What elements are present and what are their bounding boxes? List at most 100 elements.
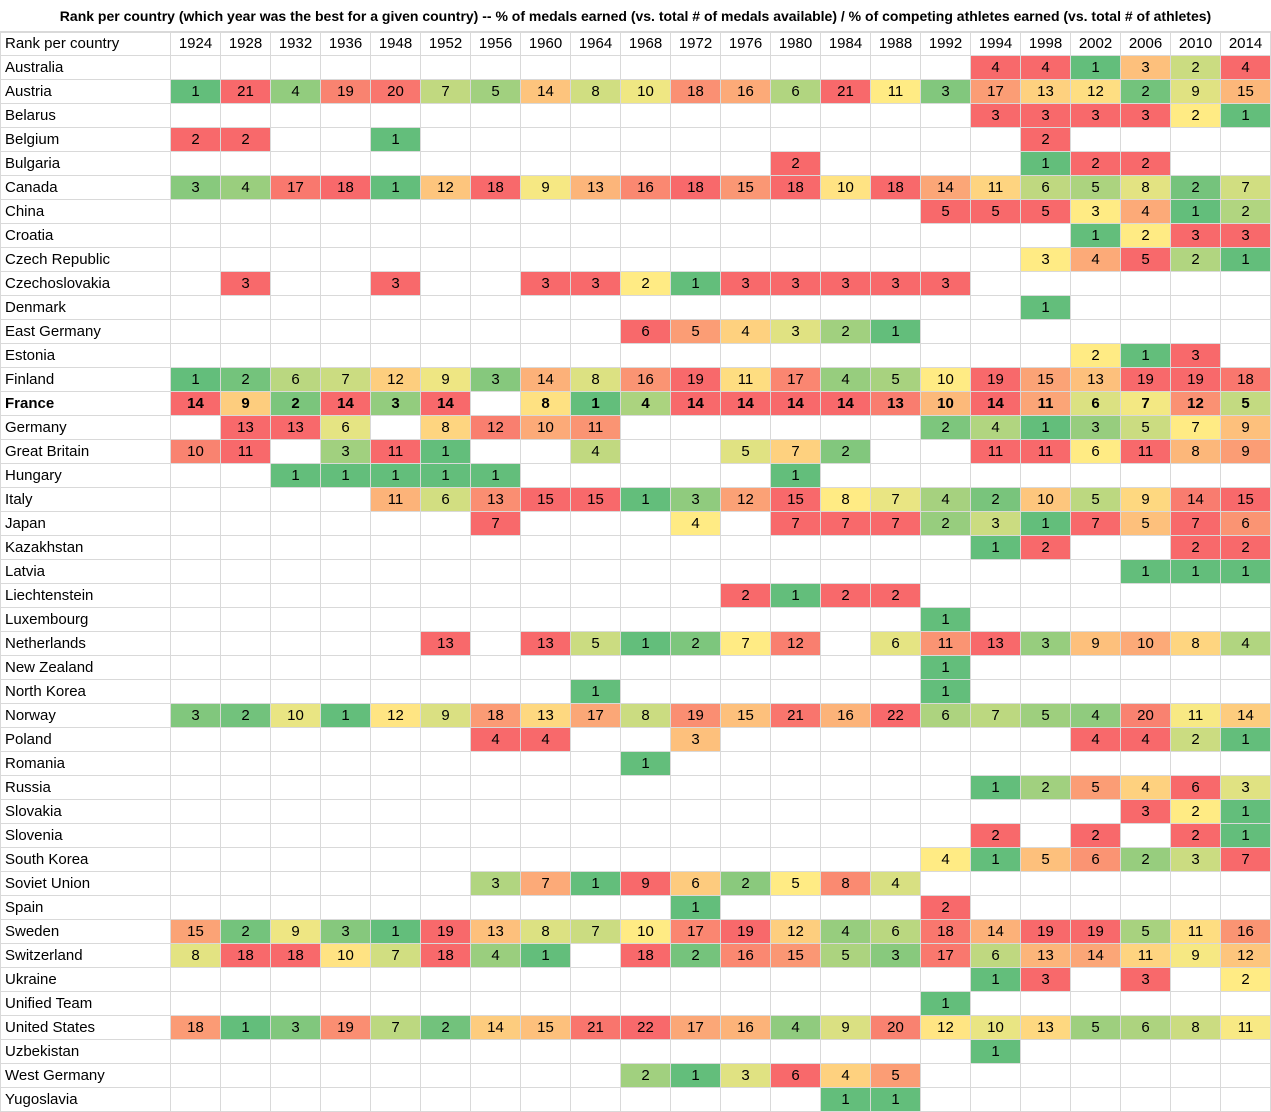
heatmap-cell bbox=[320, 847, 371, 872]
heatmap-cell bbox=[170, 103, 221, 128]
heatmap-cell: 11 bbox=[1120, 943, 1171, 968]
heatmap-cell bbox=[270, 271, 321, 296]
heatmap-cell: 15 bbox=[720, 175, 771, 200]
heatmap-cell bbox=[620, 55, 671, 80]
heatmap-cell: 1 bbox=[1220, 727, 1271, 752]
heatmap-cell: 6 bbox=[420, 487, 471, 512]
heatmap-cell bbox=[220, 103, 271, 128]
heatmap-cell bbox=[570, 751, 621, 776]
heatmap-cell bbox=[470, 679, 521, 704]
heatmap-cell: 14 bbox=[420, 391, 471, 416]
heatmap-cell bbox=[1170, 655, 1221, 680]
heatmap-cell bbox=[920, 775, 971, 800]
heatmap-cell: 9 bbox=[1170, 79, 1221, 104]
heatmap-cell bbox=[420, 343, 471, 368]
heatmap-cell bbox=[620, 151, 671, 176]
heatmap-cell: 18 bbox=[870, 175, 921, 200]
heatmap-cell bbox=[220, 631, 271, 656]
heatmap-cell: 19 bbox=[320, 79, 371, 104]
heatmap-cell bbox=[470, 559, 521, 584]
heatmap-cell bbox=[420, 727, 471, 752]
heatmap-cell: 6 bbox=[1120, 1015, 1171, 1040]
heatmap-cell bbox=[1170, 967, 1221, 992]
heatmap-cell bbox=[1120, 679, 1171, 704]
heatmap-cell bbox=[170, 559, 221, 584]
heatmap-cell: 8 bbox=[1170, 1015, 1221, 1040]
heatmap-cell bbox=[720, 151, 771, 176]
heatmap-cell bbox=[1120, 295, 1171, 320]
heatmap-cell: 2 bbox=[220, 127, 271, 152]
heatmap-cell: 19 bbox=[320, 1015, 371, 1040]
heatmap-cell bbox=[1120, 1063, 1171, 1088]
heatmap-cell: 5 bbox=[720, 439, 771, 464]
heatmap-cell bbox=[870, 103, 921, 128]
heatmap-cell bbox=[370, 295, 421, 320]
heatmap-cell: 6 bbox=[670, 871, 721, 896]
heatmap-cell bbox=[970, 343, 1021, 368]
heatmap-cell bbox=[470, 751, 521, 776]
heatmap-cell: 10 bbox=[520, 415, 571, 440]
heatmap-cell bbox=[1220, 295, 1271, 320]
heatmap-cell bbox=[170, 799, 221, 824]
heatmap-cell: 6 bbox=[620, 319, 671, 344]
heatmap-cell: 13 bbox=[520, 631, 571, 656]
heatmap-cell bbox=[170, 847, 221, 872]
heatmap-cell bbox=[470, 535, 521, 560]
heatmap-cell bbox=[920, 223, 971, 248]
heatmap-cell bbox=[570, 127, 621, 152]
heatmap-cell: 3 bbox=[370, 391, 421, 416]
heatmap-cell: 17 bbox=[270, 175, 321, 200]
heatmap-cell: 1 bbox=[920, 607, 971, 632]
heatmap-cell: 6 bbox=[870, 631, 921, 656]
heatmap-cell: 19 bbox=[1020, 919, 1071, 944]
heatmap-cell: 3 bbox=[1070, 415, 1121, 440]
heatmap-cell: 17 bbox=[570, 703, 621, 728]
heatmap-cell: 1 bbox=[1220, 799, 1271, 824]
table-row: Norway 3 2 10 1 12 9 18 13 17 8 19 15 21 16 22 6 7 5 4 20 11 1… bbox=[0, 703, 1271, 728]
heatmap-cell bbox=[1170, 127, 1221, 152]
heatmap-cell bbox=[1220, 1039, 1271, 1064]
heatmap-cell bbox=[820, 559, 871, 584]
heatmap-cell: 3 bbox=[770, 271, 821, 296]
heatmap-cell bbox=[420, 751, 471, 776]
heatmap-cell: 1 bbox=[970, 535, 1021, 560]
heatmap-cell: 1 bbox=[1070, 55, 1121, 80]
heatmap-cell bbox=[220, 295, 271, 320]
heatmap-cell bbox=[1070, 583, 1121, 608]
heatmap-cell bbox=[770, 679, 821, 704]
heatmap-cell bbox=[370, 967, 421, 992]
year-header: 2006 bbox=[1120, 31, 1171, 56]
heatmap-cell: 15 bbox=[520, 1015, 571, 1040]
table-row: United States 18 1 3 19 7 2 14 15 21 22 17 16 4 9 20 12 1… bbox=[0, 1015, 1271, 1040]
heatmap-cell bbox=[870, 151, 921, 176]
heatmap-cell: 5 bbox=[670, 319, 721, 344]
heatmap-cell: 1 bbox=[170, 367, 221, 392]
heatmap-cell: 3 bbox=[520, 271, 571, 296]
heatmap-cell bbox=[570, 847, 621, 872]
heatmap-cell: 8 bbox=[620, 703, 671, 728]
heatmap-cell: 17 bbox=[670, 919, 721, 944]
heatmap-cell bbox=[770, 655, 821, 680]
heatmap-cell bbox=[370, 247, 421, 272]
heatmap-cell bbox=[470, 127, 521, 152]
heatmap-cell: 14 bbox=[320, 391, 371, 416]
heatmap-cell bbox=[520, 775, 571, 800]
heatmap-cell: 14 bbox=[770, 391, 821, 416]
heatmap-cell bbox=[570, 1063, 621, 1088]
heatmap-cell bbox=[770, 199, 821, 224]
heatmap-cell bbox=[520, 751, 571, 776]
heatmap-cell: 7 bbox=[970, 703, 1021, 728]
heatmap-cell bbox=[1120, 583, 1171, 608]
heatmap-cell: 13 bbox=[870, 391, 921, 416]
table-row: Yugoslavia 1 1 bbox=[0, 1087, 1271, 1112]
heatmap-cell bbox=[420, 151, 471, 176]
heatmap-cell: 5 bbox=[770, 871, 821, 896]
heatmap-cell bbox=[820, 751, 871, 776]
heatmap-cell bbox=[520, 151, 571, 176]
heatmap-cell bbox=[920, 823, 971, 848]
corner-label: Rank per country bbox=[0, 31, 171, 56]
heatmap-cell bbox=[420, 55, 471, 80]
heatmap-cell: 3 bbox=[320, 919, 371, 944]
heatmap-cell bbox=[820, 343, 871, 368]
heatmap-cell bbox=[1070, 895, 1121, 920]
